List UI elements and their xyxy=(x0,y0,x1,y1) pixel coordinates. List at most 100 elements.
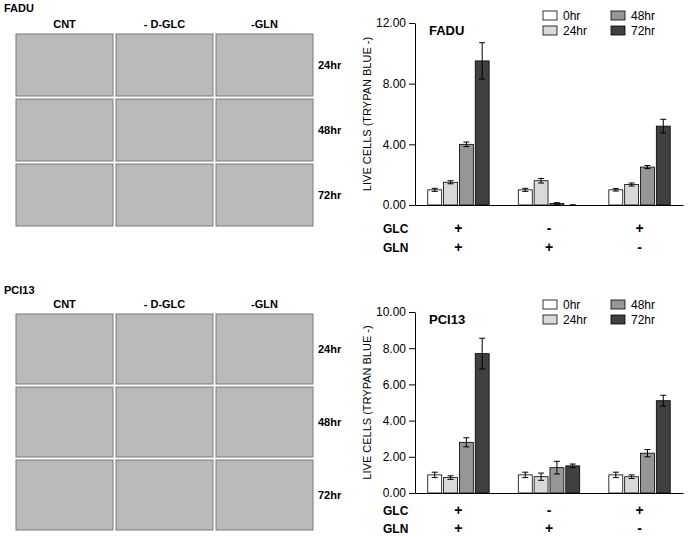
error-bar-cap xyxy=(479,338,485,339)
category-sign: + xyxy=(454,220,462,236)
bar xyxy=(625,185,639,205)
error-bar-cap xyxy=(463,437,469,438)
bar xyxy=(475,61,489,205)
plot-area xyxy=(428,338,670,493)
tick-mark xyxy=(409,421,415,422)
legend: 0hr24hr 48hr72hr xyxy=(543,9,655,38)
category-sign: - xyxy=(547,502,552,518)
category-row-label: GLN xyxy=(383,522,408,536)
legend-label: 0hr xyxy=(563,298,580,312)
error-bar-cap xyxy=(629,474,635,475)
error-bar-cap xyxy=(613,188,619,189)
micrograph-image xyxy=(16,164,113,226)
error-bar-cap xyxy=(522,191,528,192)
error-bar-cap xyxy=(554,202,560,203)
tick-mark xyxy=(409,312,415,313)
error-bar-stem xyxy=(525,472,526,477)
legend-item: 72hr xyxy=(611,313,655,327)
error-bar-cap xyxy=(522,188,528,189)
micrograph-image xyxy=(216,460,313,530)
row-label: 48hr xyxy=(318,124,342,136)
error-bar xyxy=(432,472,438,477)
error-bar xyxy=(570,464,576,468)
column-label: - D-GLC xyxy=(144,18,186,30)
axis-line xyxy=(415,24,416,206)
tick-label: 8.00 xyxy=(383,77,407,91)
error-bar-cap xyxy=(570,205,576,206)
error-bar-stem xyxy=(572,464,573,468)
micrograph-image xyxy=(116,34,213,96)
column-label: CNT xyxy=(53,18,76,30)
figure: FADUCNT- D-GLC-GLN24hr48hr72hrPCI13CNT- … xyxy=(0,0,690,537)
legend-item: 24hr xyxy=(543,313,587,327)
category-row-label: GLC xyxy=(383,222,409,236)
error-bar xyxy=(554,203,560,205)
error-bar xyxy=(660,395,666,406)
legend-item: 0hr xyxy=(543,298,580,312)
bar xyxy=(566,466,580,493)
category-row-label: GLC xyxy=(383,504,409,518)
tick-mark xyxy=(409,144,415,145)
error-bar-cap xyxy=(448,479,454,480)
bar xyxy=(656,401,670,493)
error-bar-cap xyxy=(463,446,469,447)
column-label: -GLN xyxy=(251,298,278,310)
axis-line xyxy=(416,205,684,206)
category-sign: - xyxy=(637,239,642,255)
legend-swatch xyxy=(543,315,557,324)
bar xyxy=(640,167,654,205)
error-bar-cap xyxy=(432,472,438,473)
row-label: 24hr xyxy=(318,59,342,71)
tick-mark xyxy=(409,493,415,494)
y-tick: 2.00 xyxy=(383,450,415,464)
error-bar-cap xyxy=(538,178,544,179)
micrograph-image xyxy=(116,99,213,161)
row-label: 24hr xyxy=(318,343,342,355)
legend: 0hr24hr 48hr72hr xyxy=(543,298,655,327)
tick-label: 4.00 xyxy=(383,138,407,152)
bar xyxy=(640,453,654,493)
error-bar xyxy=(479,43,485,79)
legend-item: 0hr xyxy=(543,9,580,23)
error-bar-cap xyxy=(613,472,619,473)
micrograph-image xyxy=(216,99,313,161)
error-bar-cap xyxy=(629,183,635,184)
column-label: CNT xyxy=(53,298,76,310)
legend-label: 24hr xyxy=(563,24,587,38)
bar xyxy=(566,205,580,206)
error-bar-cap xyxy=(660,132,666,133)
tick-mark xyxy=(409,384,415,385)
bar xyxy=(444,182,458,205)
error-bar xyxy=(463,438,469,447)
legend-swatch xyxy=(543,11,557,20)
tick-mark xyxy=(409,205,415,206)
legend-label: 72hr xyxy=(631,24,655,38)
y-tick: 12.00 xyxy=(376,16,415,30)
error-bar-cap xyxy=(538,473,544,474)
error-bar-cap xyxy=(463,146,469,147)
y-tick: 0.00 xyxy=(383,198,415,212)
row-label: 48hr xyxy=(318,416,342,428)
error-bar-cap xyxy=(554,473,560,474)
micrograph-image xyxy=(16,387,113,457)
error-bar-cap xyxy=(613,191,619,192)
bar-chart: 0.002.004.006.008.0010.00GLC+-+GLN++-PCI… xyxy=(361,305,684,536)
row-label: 72hr xyxy=(318,189,342,201)
y-axis-title: LIVE CELLS (TRYPAN BLUE -) xyxy=(361,325,373,479)
y-axis: 0.00 4.00 8.00 12.00 xyxy=(376,16,416,212)
error-bar-stem xyxy=(434,472,435,477)
tick-label: 12.00 xyxy=(376,16,406,30)
legend-item: 48hr xyxy=(611,298,655,312)
error-bar-stem xyxy=(482,338,483,369)
error-bar xyxy=(570,205,576,206)
error-bar-cap xyxy=(448,180,454,181)
micrograph-image xyxy=(216,314,313,384)
category-sign: + xyxy=(454,239,462,255)
error-bar xyxy=(660,119,666,133)
error-bar xyxy=(644,166,650,169)
error-bar xyxy=(522,188,528,191)
error-bar-cap xyxy=(613,477,619,478)
legend-label: 48hr xyxy=(631,9,655,23)
error-bar-cap xyxy=(554,204,560,205)
micrograph-image xyxy=(216,34,313,96)
